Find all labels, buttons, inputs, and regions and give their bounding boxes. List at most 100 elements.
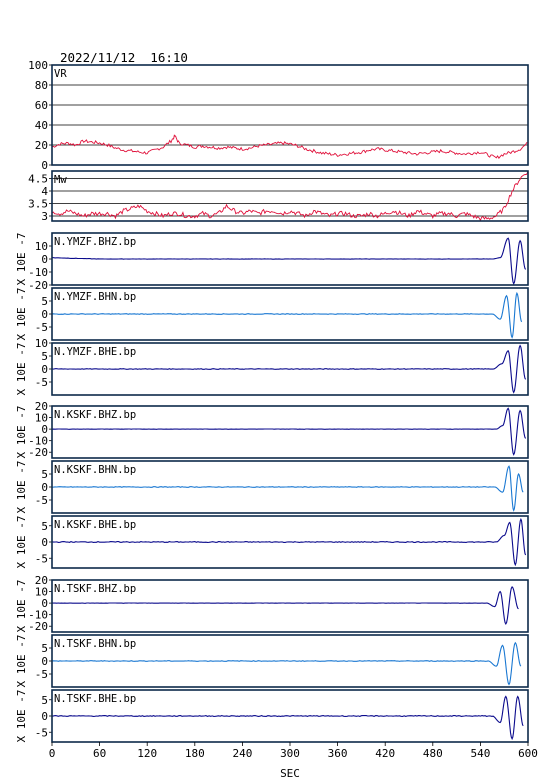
y-tick-label: -10 bbox=[28, 435, 48, 448]
x-axis-label: SEC bbox=[280, 767, 300, 780]
x-tick-label: 300 bbox=[280, 747, 300, 760]
panel-label: Mw bbox=[54, 174, 67, 186]
panel-frame bbox=[51, 634, 529, 688]
series-line bbox=[52, 697, 523, 739]
y-tick-label: 10 bbox=[35, 240, 48, 253]
panel-frame bbox=[51, 232, 529, 286]
panel-label: N.KSKF.BHZ.bp bbox=[54, 409, 136, 421]
y-tick-label: 20 bbox=[35, 574, 48, 587]
x-tick-label: 480 bbox=[423, 747, 443, 760]
y-tick-label: 10 bbox=[35, 337, 48, 350]
y-tick-label: -5 bbox=[35, 668, 48, 681]
y-tick-label: -5 bbox=[35, 726, 48, 739]
series-line bbox=[52, 293, 522, 337]
panel-label: VR bbox=[54, 68, 67, 80]
y-axis-label: X 10E -7 bbox=[15, 635, 28, 688]
y-tick-label: -5 bbox=[35, 376, 48, 389]
panel-frame bbox=[51, 405, 529, 459]
y-tick-label: -5 bbox=[35, 494, 48, 507]
x-tick-label: 180 bbox=[185, 747, 205, 760]
y-tick-label: -5 bbox=[35, 552, 48, 565]
series-line bbox=[52, 171, 528, 220]
y-tick-label: 4 bbox=[41, 185, 48, 198]
series-line bbox=[52, 587, 519, 624]
y-tick-label: 10 bbox=[35, 412, 48, 425]
x-tick-label: 600 bbox=[518, 747, 538, 760]
y-axis-label: X 10E -7 bbox=[15, 516, 28, 569]
y-axis-label: X 10E -7 bbox=[15, 580, 28, 633]
y-tick-label: 4.5 bbox=[28, 173, 48, 186]
panel-label: N.YMZF.BHN.bp bbox=[54, 291, 136, 303]
panel-label: N.TSKF.BHZ.bp bbox=[54, 583, 136, 595]
series-line bbox=[52, 238, 526, 284]
x-tick-label: 240 bbox=[232, 747, 252, 760]
panel-9: -505 N.TSKF.BHN.bp X 10E -7 bbox=[15, 634, 529, 688]
y-tick-label: 10 bbox=[35, 586, 48, 599]
y-tick-label: 5 bbox=[41, 350, 48, 363]
y-tick-label: 3.5 bbox=[28, 198, 48, 211]
panel-label: N.KSKF.BHE.bp bbox=[54, 519, 136, 531]
y-tick-label: 0 bbox=[41, 253, 48, 266]
y-tick-label: -20 bbox=[28, 446, 48, 459]
y-axis-label: X 10E -7 bbox=[15, 690, 28, 743]
panel-label: N.YMZF.BHZ.bp bbox=[54, 236, 136, 248]
panel-frame bbox=[51, 515, 529, 569]
y-tick-label: 5 bbox=[41, 295, 48, 308]
y-tick-label: 0 bbox=[41, 536, 48, 549]
x-tick-label: 360 bbox=[328, 747, 348, 760]
y-tick-label: 0 bbox=[41, 423, 48, 436]
y-axis-label: X 10E -7 bbox=[15, 343, 28, 396]
panel-frame bbox=[51, 170, 529, 222]
y-tick-label: -10 bbox=[28, 266, 48, 279]
y-tick-label: 5 bbox=[41, 642, 48, 655]
panel-frame bbox=[51, 579, 529, 633]
y-tick-label: 0 bbox=[41, 159, 48, 172]
y-tick-label: 40 bbox=[35, 119, 48, 132]
x-tick-label: 540 bbox=[470, 747, 490, 760]
panel-frame bbox=[51, 342, 529, 396]
x-tick-label: 0 bbox=[49, 747, 56, 760]
series-line bbox=[52, 466, 523, 510]
y-tick-label: 0 bbox=[41, 655, 48, 668]
header-datetime: 2022/11/12 16:10 bbox=[60, 50, 188, 65]
panel-label: N.YMZF.BHE.bp bbox=[54, 346, 136, 358]
panel-label: N.TSKF.BHN.bp bbox=[54, 638, 136, 650]
series-line bbox=[52, 643, 521, 685]
panel-frame bbox=[51, 64, 529, 166]
series-line bbox=[52, 408, 526, 454]
panel-frame bbox=[51, 287, 529, 341]
y-tick-label: 20 bbox=[35, 139, 48, 152]
y-tick-label: 3 bbox=[41, 210, 48, 223]
y-tick-label: -5 bbox=[35, 321, 48, 334]
y-tick-label: 80 bbox=[35, 79, 48, 92]
y-axis-label: X 10E -7 bbox=[15, 288, 28, 341]
y-tick-label: 100 bbox=[28, 59, 48, 72]
series-line bbox=[52, 135, 528, 158]
y-tick-label: 5 bbox=[41, 520, 48, 533]
panel-0: 0 20 40 60 80 100 VR bbox=[28, 59, 529, 172]
y-tick-label: -20 bbox=[28, 620, 48, 633]
x-tick-label: 120 bbox=[137, 747, 157, 760]
panel-label: N.TSKF.BHE.bp bbox=[54, 693, 136, 705]
y-axis-label: X 10E -7 bbox=[15, 461, 28, 514]
series-line bbox=[52, 519, 526, 565]
y-axis-label: X 10E -7 bbox=[15, 233, 28, 286]
y-tick-label: 5 bbox=[41, 468, 48, 481]
x-tick-label: 60 bbox=[93, 747, 106, 760]
y-tick-label: 0 bbox=[41, 481, 48, 494]
panel-1: 33.544.5 Mw bbox=[28, 170, 529, 223]
y-tick-label: 0 bbox=[41, 363, 48, 376]
y-tick-label: 0 bbox=[41, 308, 48, 321]
y-axis-label: X 10E -7 bbox=[15, 406, 28, 459]
y-tick-label: 20 bbox=[35, 400, 48, 413]
series-line bbox=[52, 346, 526, 393]
x-tick-label: 420 bbox=[375, 747, 395, 760]
y-tick-label: -10 bbox=[28, 609, 48, 622]
y-tick-label: -20 bbox=[28, 279, 48, 292]
panel-6: -505 N.KSKF.BHN.bp X 10E -7 bbox=[15, 460, 529, 514]
y-tick-label: 0 bbox=[41, 710, 48, 723]
panel-label: N.KSKF.BHN.bp bbox=[54, 464, 136, 476]
